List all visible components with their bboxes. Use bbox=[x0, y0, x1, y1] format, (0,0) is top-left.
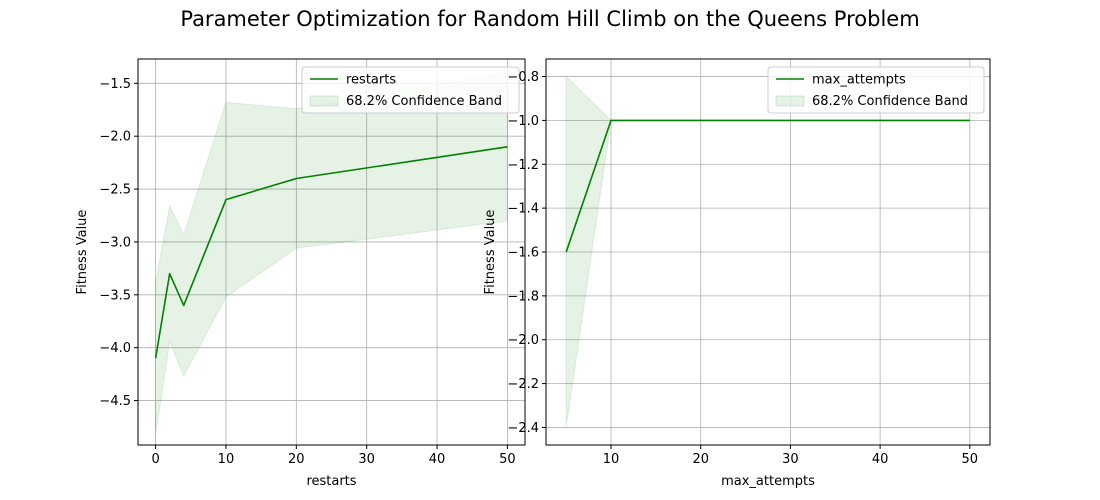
legend-box bbox=[301, 66, 520, 114]
y-tick-label: −4.0 bbox=[99, 341, 131, 356]
y-tick-label: −1.8 bbox=[507, 289, 539, 304]
y-tick-label: −1.4 bbox=[507, 202, 539, 217]
x-tick-label: 30 bbox=[782, 452, 799, 467]
x-tick-label: 40 bbox=[429, 452, 446, 467]
y-tick-label: −3.5 bbox=[99, 288, 131, 303]
legend-band-swatch bbox=[775, 95, 805, 107]
series-line bbox=[154, 145, 508, 359]
legend-line-label: max_attempts bbox=[812, 73, 906, 88]
y-tick-label: −1.6 bbox=[507, 246, 539, 261]
x-tick-label: 20 bbox=[288, 452, 305, 467]
x-tick-label: 20 bbox=[692, 452, 709, 467]
x-tick-label: 50 bbox=[499, 452, 516, 467]
axes-frame bbox=[137, 58, 526, 446]
legend-band-label: 68.2% Confidence Band bbox=[812, 94, 968, 109]
y-tick-label: −1.0 bbox=[507, 114, 539, 129]
y-tick-label: −1.5 bbox=[99, 77, 131, 92]
y-tick-label: −1.2 bbox=[507, 158, 539, 173]
chart-panel-restarts: 0 10 20 30 40 50 −4.5 −4.0 −3.5 −3.0 −2.5 −2.0 −1.5 r… bbox=[75, 58, 526, 489]
x-tick-label: 10 bbox=[603, 452, 620, 467]
y-tick-label: −3.0 bbox=[99, 235, 131, 250]
y-tick-label: −2.0 bbox=[99, 130, 131, 145]
y-tick-label: −0.8 bbox=[507, 70, 539, 85]
x-tick-label: 30 bbox=[358, 452, 375, 467]
x-tick-label: 10 bbox=[218, 452, 235, 467]
y-tick-label: −2.0 bbox=[507, 333, 539, 348]
x-axis-label: restarts bbox=[306, 474, 356, 489]
y-tick-label: −2.5 bbox=[99, 183, 131, 198]
figure-title: Parameter Optimization for Random Hill C… bbox=[180, 7, 919, 31]
y-tick-label: −2.4 bbox=[507, 421, 539, 436]
legend-band-swatch bbox=[309, 95, 339, 107]
legend-line-label: restarts bbox=[346, 73, 396, 88]
legend-box bbox=[767, 66, 985, 114]
chart-panel-max-attempts: 10 20 30 40 50 −2.4 −2.2 −2.0 −1.8 −1.6 −1.4 −1.2 −1… bbox=[483, 58, 991, 489]
y-tick-label: −2.2 bbox=[507, 377, 539, 392]
legend-band-label: 68.2% Confidence Band bbox=[346, 94, 502, 109]
x-tick-label: 40 bbox=[872, 452, 889, 467]
y-axis-label: Fitness Value bbox=[75, 210, 90, 295]
x-tick-label: 50 bbox=[962, 452, 979, 467]
y-tick-label: −4.5 bbox=[99, 394, 131, 409]
y-axis-label: Fitness Value bbox=[483, 210, 498, 295]
confidence-band bbox=[155, 72, 508, 435]
x-tick-label: 0 bbox=[151, 452, 159, 467]
series-line bbox=[565, 119, 970, 253]
x-axis-label: max_attempts bbox=[721, 474, 815, 489]
legend: max_attempts 68.2% Confidence Band bbox=[767, 66, 985, 114]
legend: restarts 68.2% Confidence Band bbox=[301, 66, 520, 114]
